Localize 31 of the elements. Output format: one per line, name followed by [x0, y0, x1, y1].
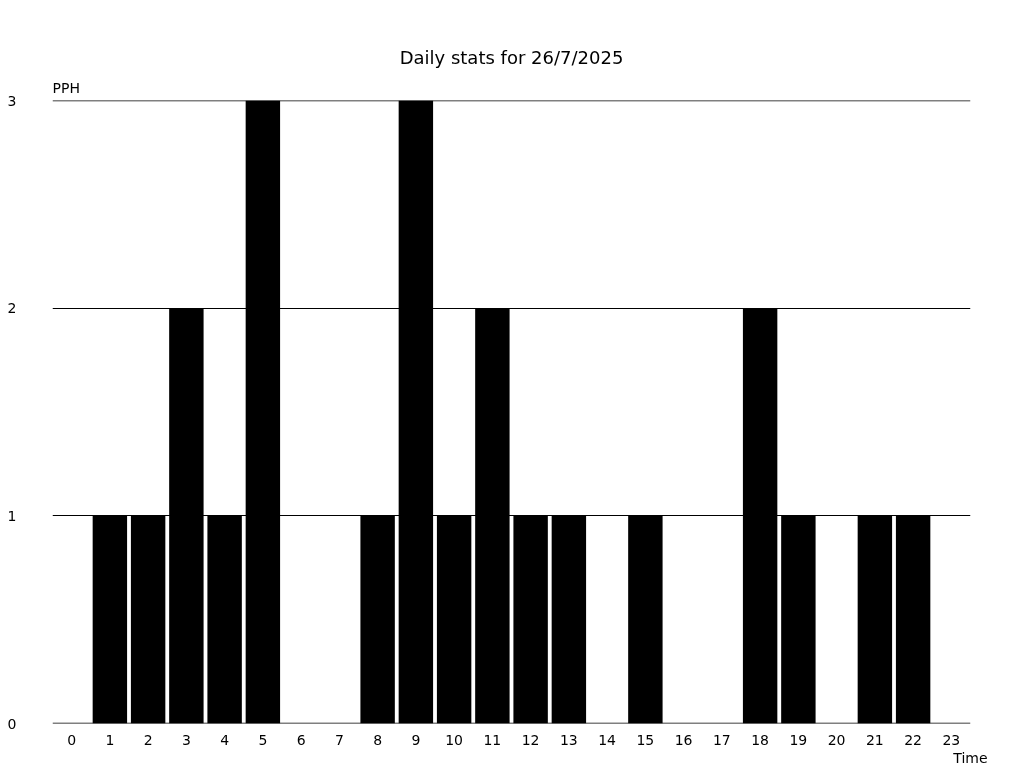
- x-tick-label: 13: [559, 731, 578, 748]
- x-tick-label: 1: [105, 731, 115, 748]
- x-tick-label: 21: [865, 731, 884, 748]
- x-tick-label: 10: [445, 731, 464, 748]
- x-tick-label: 8: [373, 731, 383, 748]
- x-tick-label: 3: [181, 731, 191, 748]
- x-tick-label: 19: [789, 731, 808, 748]
- x-tick-label: 11: [483, 731, 502, 748]
- y-tick-label: 0: [7, 715, 17, 732]
- x-tick-label: 12: [521, 731, 540, 748]
- x-tick-label: 4: [220, 731, 230, 748]
- x-tick-label: 15: [636, 731, 655, 748]
- x-tick-label: 2: [143, 731, 153, 748]
- x-axis-title: Time: [952, 749, 988, 766]
- y-tick-label: 3: [7, 92, 17, 109]
- y-tick-label: 2: [7, 300, 17, 317]
- x-tick-label: 23: [942, 731, 961, 748]
- x-tick-label: 16: [674, 731, 693, 748]
- x-tick-label: 0: [67, 731, 77, 748]
- x-tick-label: 7: [334, 731, 344, 748]
- chart-title: Daily stats for 26/7/2025: [399, 46, 624, 68]
- y-axis-title: PPH: [52, 79, 80, 96]
- x-tick-label: 14: [598, 731, 617, 748]
- x-tick-label: 20: [827, 731, 846, 748]
- x-tick-label: 5: [258, 731, 268, 748]
- x-tick-label: 18: [751, 731, 770, 748]
- x-tick-label: 6: [296, 731, 306, 748]
- x-tick-label: 22: [904, 731, 923, 748]
- x-tick-label: 9: [411, 731, 421, 748]
- y-tick-label: 1: [7, 507, 17, 524]
- x-tick-label: 17: [712, 731, 731, 748]
